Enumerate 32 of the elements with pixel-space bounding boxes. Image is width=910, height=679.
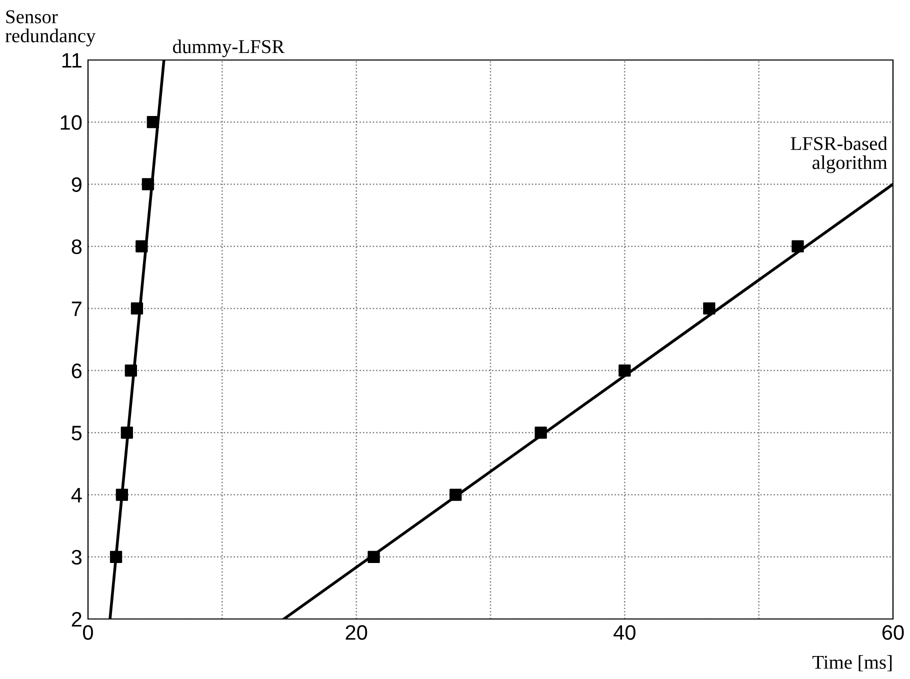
y-tick-label: 8 <box>72 239 82 254</box>
point <box>368 550 380 563</box>
point <box>792 240 804 252</box>
point <box>142 178 154 190</box>
point <box>116 488 128 501</box>
y-axis-title: Sensor redundancy <box>5 10 96 46</box>
y-tick-label: 3 <box>72 550 82 565</box>
point <box>703 302 716 315</box>
y-tick-label: 10 <box>60 115 82 130</box>
y-tick-label: 9 <box>72 177 82 192</box>
point <box>110 550 122 563</box>
y-tick-label: 7 <box>72 302 82 316</box>
x-tick-label: 60 <box>882 625 904 640</box>
point <box>130 302 144 315</box>
point <box>618 364 631 377</box>
x-tick-label: 0 <box>83 625 93 640</box>
series-label: dummy-LFSR <box>172 40 285 58</box>
x-tick-label: 20 <box>346 625 368 640</box>
x-axis-title: Time [ms] <box>812 655 892 672</box>
y-tick-label: 5 <box>72 426 82 440</box>
point <box>450 488 462 501</box>
series-label: LFSR-based algorithm <box>790 136 888 174</box>
y-tick-label: 2 <box>72 612 82 627</box>
point <box>136 240 148 252</box>
point <box>124 364 138 377</box>
y-tick-label: 6 <box>72 364 82 378</box>
point <box>146 116 160 128</box>
point <box>534 426 547 439</box>
y-tick-label: 4 <box>71 488 82 502</box>
point <box>120 426 133 439</box>
y-tick-label: 11 <box>62 53 82 68</box>
x-tick-label: 40 <box>614 625 636 640</box>
